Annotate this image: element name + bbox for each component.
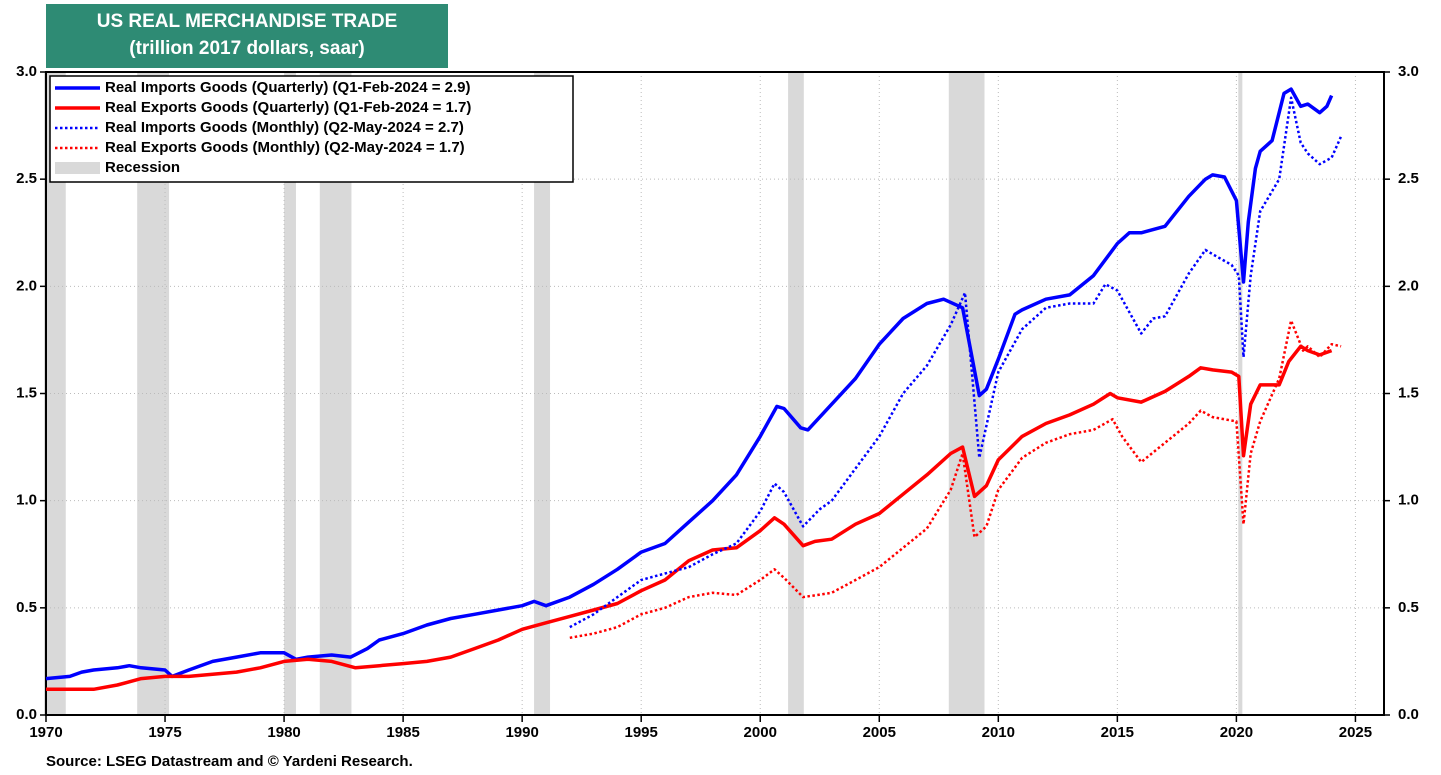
x-tick-label: 2020 [1220,724,1253,741]
y-tick-label: 2.5 [16,170,37,187]
chart-title: US REAL MERCHANDISE TRADE [97,11,398,32]
recession-band [788,72,804,715]
x-tick-label: 2015 [1101,724,1134,741]
y-tick-label: 0.0 [16,706,37,723]
y2-tick-label: 1.5 [1398,384,1419,401]
legend-label: Real Imports Goods (Quarterly) (Q1-Feb-2… [105,79,471,96]
legend-label: Real Imports Goods (Monthly) (Q2-May-202… [105,119,464,136]
series-line [46,344,1333,692]
legend-swatch [55,162,100,174]
legend-label: Real Exports Goods (Quarterly) (Q1-Feb-2… [105,99,471,116]
series-line [45,87,1334,681]
plot-frame [45,71,1385,716]
x-tick-label: 2005 [863,724,896,741]
x-tick-label: 1975 [148,724,181,741]
legend-label: Recession [105,159,180,176]
legend-box [49,75,574,183]
x-tick-label: 1980 [267,724,300,741]
y2-tick-label: 0.0 [1398,706,1419,723]
y2-tick-label: 3.0 [1398,63,1419,80]
y2-tick-label: 0.5 [1398,599,1419,616]
title-box [46,4,448,68]
y-tick-label: 2.0 [16,277,37,294]
y2-tick-label: 2.0 [1398,277,1419,294]
y-tick-label: 3.0 [16,63,37,80]
x-tick-label: 2025 [1339,724,1372,741]
y-tick-label: 1.0 [16,492,37,509]
x-tick-label: 1990 [505,724,538,741]
legend-label: Real Exports Goods (Monthly) (Q2-May-202… [105,139,465,156]
series-line [569,96,1343,629]
y-tick-label: 1.5 [16,384,37,401]
y2-tick-label: 1.0 [1398,492,1419,509]
x-tick-label: 2010 [982,724,1015,741]
x-tick-label: 1970 [29,724,62,741]
x-tick-label: 1985 [386,724,419,741]
x-tick-label: 2000 [744,724,777,741]
y2-tick-label: 2.5 [1398,170,1419,187]
y-tick-label: 0.5 [16,599,37,616]
chart-subtitle: (trillion 2017 dollars, saar) [129,38,364,59]
x-tick-label: 1995 [625,724,658,741]
source-note: Source: LSEG Datastream and © Yardeni Re… [46,753,413,770]
series-line [569,319,1342,640]
